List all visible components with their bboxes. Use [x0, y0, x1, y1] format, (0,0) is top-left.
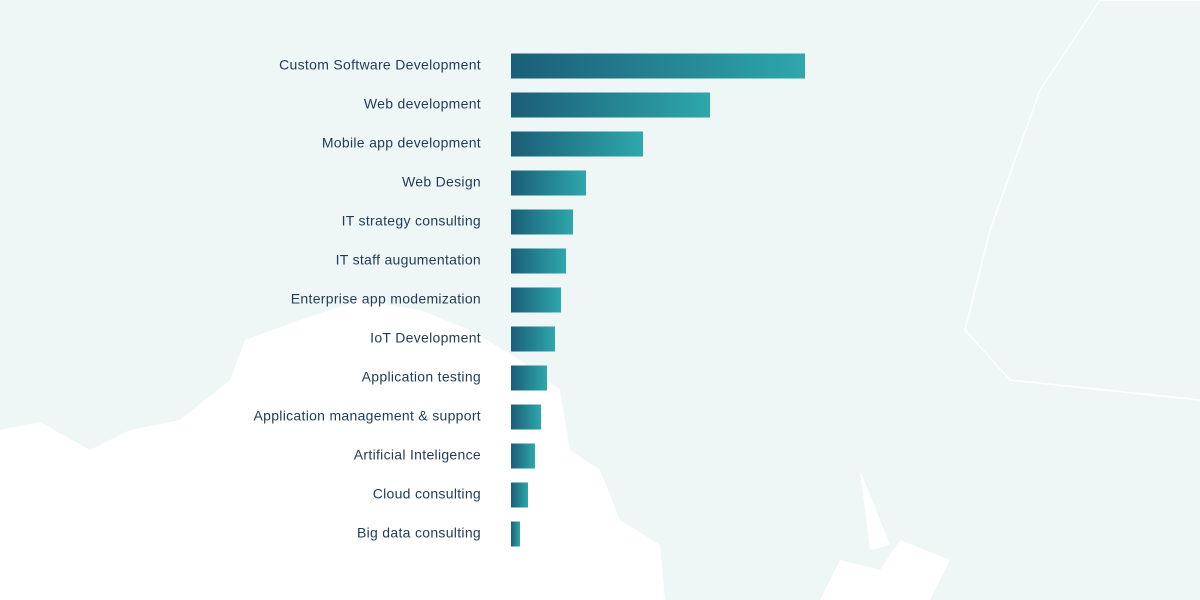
bar [511, 170, 586, 196]
category-label: IoT Development [370, 330, 481, 346]
bar [511, 287, 561, 313]
land-shape [820, 540, 950, 600]
land-shape [860, 470, 890, 550]
category-label: Web development [364, 96, 481, 112]
bar [511, 404, 541, 430]
category-label: Cloud consulting [373, 486, 481, 502]
category-label: Big data consulting [357, 525, 481, 541]
bar [511, 53, 805, 79]
land-shape [0, 300, 665, 600]
category-label: Enterprise app modemization [291, 291, 481, 307]
bar [511, 443, 535, 469]
border-line [964, 0, 1200, 401]
category-label: Artificial Inteligence [354, 447, 481, 463]
category-label: Application testing [362, 369, 481, 385]
bar [511, 131, 643, 157]
bar [511, 92, 710, 118]
bar [511, 248, 566, 274]
bar [511, 209, 573, 235]
category-label: Mobile app development [322, 135, 481, 151]
category-label: IT strategy consulting [342, 213, 481, 229]
category-label: Application management & support [253, 408, 481, 424]
bar [511, 326, 555, 352]
bar [511, 482, 528, 508]
bar [511, 521, 520, 547]
bar [511, 365, 547, 391]
category-label: Custom Software Development [279, 57, 481, 73]
category-label: IT staff augumentation [336, 252, 481, 268]
category-label: Web Design [402, 174, 481, 190]
